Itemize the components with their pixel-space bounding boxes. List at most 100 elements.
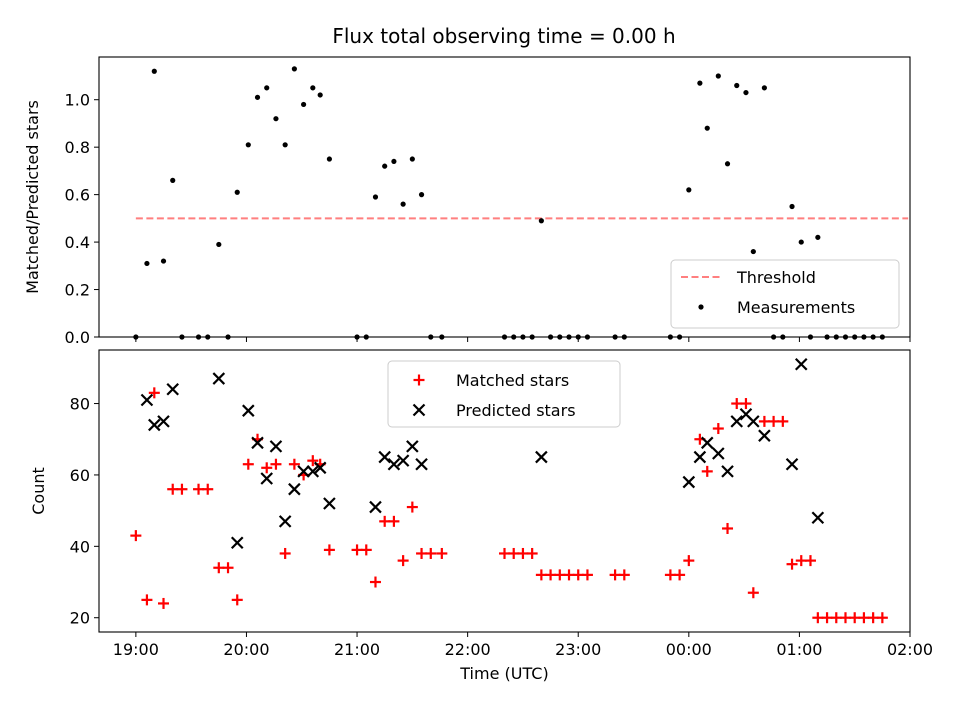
x-tick-label: 00:00 bbox=[666, 640, 712, 659]
predicted-star-point bbox=[700, 436, 714, 450]
predicted-star-point bbox=[323, 497, 336, 510]
matched-star-point bbox=[406, 501, 418, 513]
matched-star-point bbox=[222, 562, 234, 574]
x-stroke-b bbox=[758, 429, 771, 442]
y-tick-label: 1.0 bbox=[65, 91, 90, 110]
x-stroke-b bbox=[730, 415, 744, 428]
matched-star-point bbox=[876, 612, 888, 624]
matched-star-point bbox=[858, 612, 870, 624]
predicted-star-point bbox=[306, 465, 320, 478]
measurement-point bbox=[538, 218, 544, 224]
x-tick-label: 01:00 bbox=[776, 640, 822, 659]
x-tick-label: 02:00 bbox=[887, 640, 933, 659]
measurement-point bbox=[310, 85, 316, 91]
x-stroke-b bbox=[415, 457, 428, 471]
x-stroke-b bbox=[212, 372, 226, 385]
matched-star-point bbox=[231, 594, 243, 606]
matched-star-point bbox=[351, 544, 363, 556]
matched-star-point bbox=[360, 544, 372, 556]
chart-title: Flux total observing time = 0.00 h bbox=[332, 24, 675, 48]
predicted-star-point bbox=[730, 415, 744, 428]
matched-star-point bbox=[213, 562, 225, 574]
measurement-point bbox=[842, 334, 849, 340]
x-stroke-b bbox=[323, 497, 336, 510]
predicted-star-point bbox=[369, 500, 382, 514]
measurement-point bbox=[273, 116, 279, 122]
matched-star-point bbox=[804, 555, 816, 567]
matched-star-point bbox=[130, 530, 142, 542]
measurement-point bbox=[815, 234, 821, 240]
matched-star-point bbox=[141, 594, 153, 606]
measurement-point bbox=[879, 334, 885, 340]
matched-star-point bbox=[795, 555, 807, 567]
matched-star-point bbox=[202, 483, 214, 495]
measurement-point bbox=[798, 239, 804, 245]
matched-star-point bbox=[747, 587, 759, 599]
matched-star-point bbox=[722, 522, 734, 534]
x-stroke-b bbox=[269, 440, 283, 453]
axes-frame bbox=[98, 349, 911, 633]
x-stroke-b bbox=[535, 450, 548, 464]
x-stroke-b bbox=[396, 454, 410, 467]
measurement-point bbox=[824, 334, 830, 340]
measurement-point bbox=[852, 334, 858, 340]
x-stroke-b bbox=[700, 436, 714, 450]
predicted-star-point bbox=[242, 404, 255, 417]
matched-star-point bbox=[158, 597, 170, 609]
legend-matched-swatch bbox=[413, 374, 425, 386]
x-stroke-b bbox=[747, 415, 760, 428]
matched-star-point bbox=[517, 547, 529, 559]
measurement-point bbox=[282, 142, 288, 148]
measurement-point bbox=[612, 334, 618, 340]
predicted-star-point bbox=[251, 436, 264, 450]
matched-star-point bbox=[581, 569, 593, 581]
predicted-star-point bbox=[157, 415, 170, 428]
predicted-star-point bbox=[297, 465, 310, 478]
legend-predicted-swatch bbox=[412, 403, 426, 417]
predicted-star-point bbox=[148, 418, 161, 432]
predicted-star-point bbox=[396, 454, 410, 467]
matched-star-point bbox=[167, 483, 179, 495]
matched-star-point bbox=[563, 569, 575, 581]
matched-star-point bbox=[425, 547, 437, 559]
matched-star-point bbox=[323, 544, 335, 556]
x-stroke-b bbox=[387, 457, 401, 471]
y-tick-label: 0.2 bbox=[65, 281, 90, 300]
matched-star-point bbox=[545, 569, 557, 581]
x-stroke-b bbox=[369, 500, 382, 514]
matched-star-point bbox=[812, 612, 824, 624]
y-tick-label: 80 bbox=[70, 395, 90, 414]
measurement-point bbox=[861, 334, 867, 340]
predicted-star-point bbox=[288, 482, 301, 496]
x-tick-label: 19:00 bbox=[113, 640, 159, 659]
y-axis-label: Matched/Predicted stars bbox=[23, 100, 42, 294]
x-stroke-b bbox=[230, 536, 244, 550]
predicted-star-point bbox=[278, 515, 292, 528]
y-tick-label: 0.0 bbox=[65, 328, 90, 347]
top-panel: 0.0 0.2 0.4 0.6 0.8 1.0 Matched/Predicted star… bbox=[23, 56, 911, 347]
matched-star-point bbox=[867, 612, 879, 624]
matched-star-point bbox=[193, 483, 205, 495]
measurement-point bbox=[205, 334, 211, 340]
predicted-star-point bbox=[387, 457, 401, 471]
measurement-point bbox=[195, 334, 202, 340]
matched-star-point bbox=[701, 465, 713, 477]
measurement-point bbox=[254, 94, 261, 100]
measurement-point bbox=[557, 334, 563, 340]
measurement-point bbox=[216, 241, 222, 248]
predicted-star-point bbox=[747, 415, 760, 428]
legend-bottom: Matched stars Predicted stars bbox=[387, 360, 621, 428]
predicted-star-point bbox=[721, 465, 734, 478]
measurement-point bbox=[225, 334, 231, 340]
legend-top: Threshold Measurements bbox=[670, 259, 900, 329]
x-stroke-b bbox=[306, 465, 320, 478]
measurement-point bbox=[170, 177, 176, 183]
y-tick-label: 0.4 bbox=[65, 233, 90, 252]
measurement-point bbox=[807, 334, 814, 340]
matched-star-point bbox=[572, 569, 584, 581]
predicted-star-point bbox=[269, 440, 283, 453]
predicted-star-point bbox=[682, 475, 696, 489]
measurement-point bbox=[151, 68, 157, 74]
measurement-point bbox=[400, 201, 406, 207]
